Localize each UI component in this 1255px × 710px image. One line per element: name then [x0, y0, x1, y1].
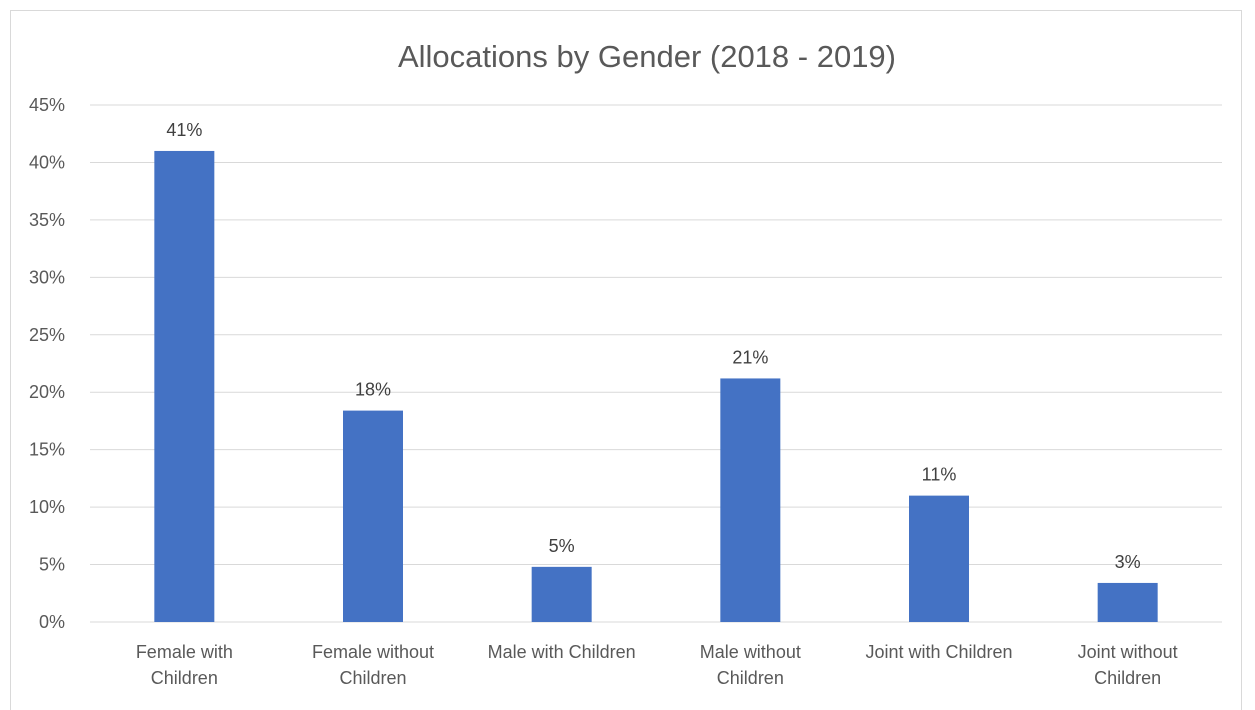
x-axis-category-labels: Female with Children Female without Childre…: [136, 642, 1178, 688]
bar: [720, 378, 781, 622]
data-label: 21%: [732, 347, 768, 367]
bar: [343, 410, 403, 622]
y-tick-label: 40%: [29, 152, 65, 172]
data-label: 11%: [922, 465, 957, 485]
data-labels: 41% 18% 5% 21% 11% 3%: [166, 120, 1140, 572]
bar: [909, 495, 969, 622]
y-tick-label: 45%: [29, 95, 65, 115]
x-category-label: Joint with Children: [865, 642, 1012, 662]
y-tick-label: 35%: [29, 210, 65, 230]
y-tick-label: 25%: [29, 325, 65, 345]
x-category-label: Male without: [700, 642, 801, 662]
bar: [1097, 582, 1158, 622]
x-category-label: Children: [339, 668, 406, 688]
x-category-label: Female without: [312, 642, 434, 662]
data-label: 41%: [166, 120, 202, 140]
y-tick-label: 30%: [29, 267, 65, 287]
x-category-label: Children: [151, 668, 218, 688]
chart-title: Allocations by Gender (2018 - 2019): [398, 39, 896, 74]
data-label: 18%: [355, 380, 391, 400]
y-axis-tick-labels: 0% 5% 10% 15% 20% 25% 30% 35% 40% 45%: [29, 95, 65, 632]
y-tick-label: 5%: [39, 555, 65, 575]
bar: [531, 566, 592, 622]
y-tick-label: 15%: [29, 440, 65, 460]
x-category-label: Children: [717, 668, 784, 688]
gridlines: [90, 104, 1222, 623]
y-tick-label: 0%: [39, 612, 65, 632]
y-tick-label: 10%: [29, 497, 65, 517]
data-label: 3%: [1115, 552, 1141, 572]
x-category-label: Male with Children: [488, 642, 636, 662]
chart-frame: [10, 10, 1242, 710]
bar: [154, 150, 215, 622]
data-label: 5%: [549, 536, 575, 556]
x-category-label: Joint without: [1078, 642, 1178, 662]
bars: [154, 150, 1158, 622]
x-category-label: Female with: [136, 642, 233, 662]
x-category-label: Children: [1094, 668, 1161, 688]
y-tick-label: 20%: [29, 382, 65, 402]
